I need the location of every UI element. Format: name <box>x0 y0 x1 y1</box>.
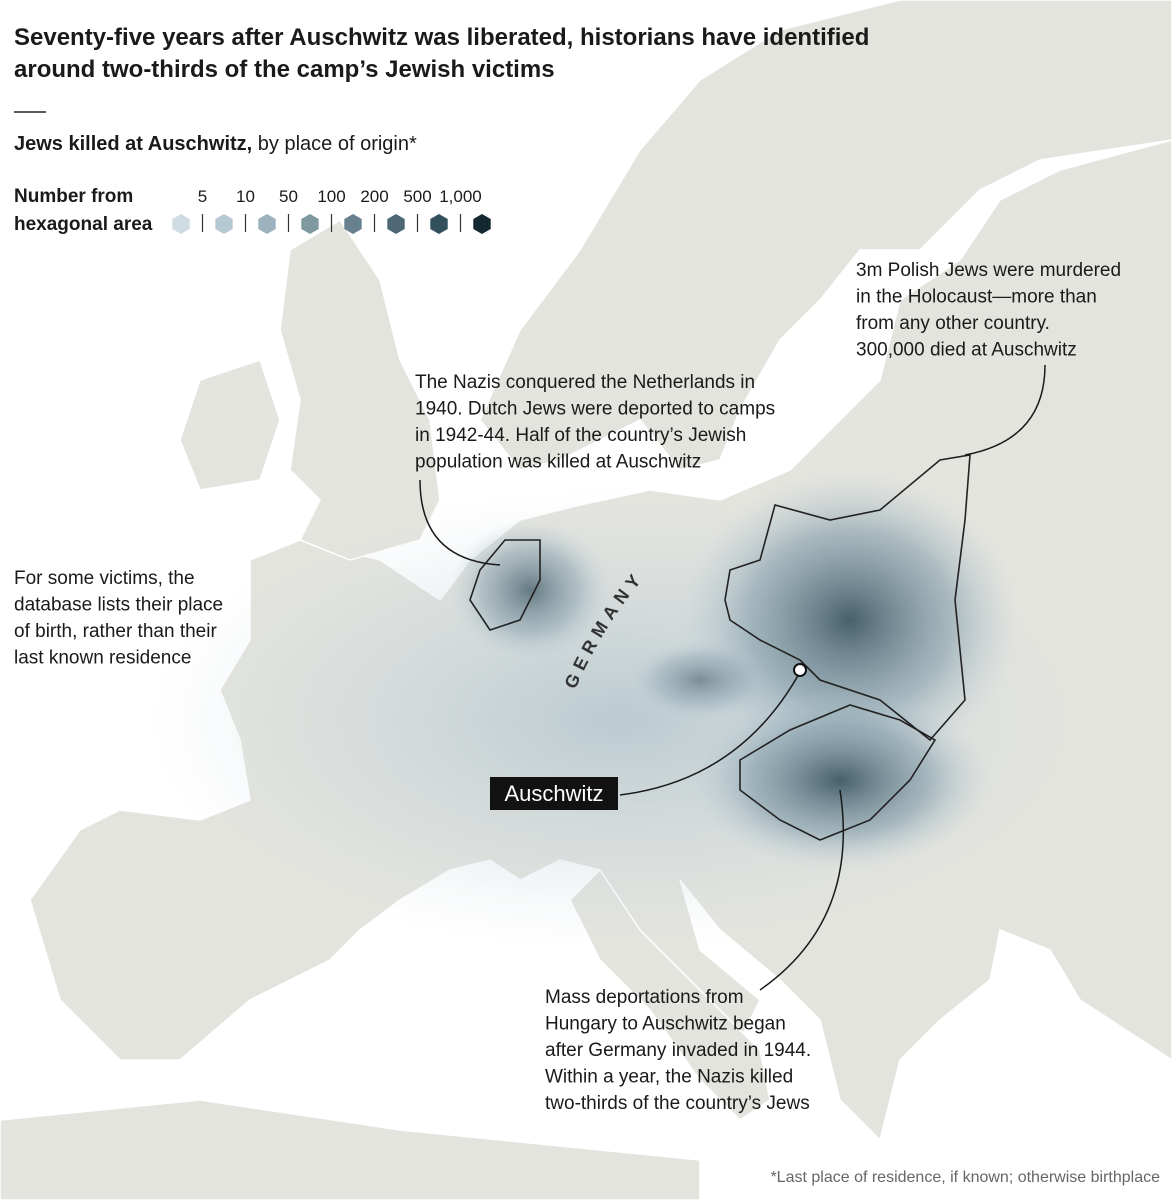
annotation-line: 3m Polish Jews were murdered <box>856 260 1121 281</box>
legend-label: 10 <box>236 187 255 206</box>
title-line: around two-thirds of the camp’s Jewish v… <box>14 56 555 83</box>
legend-label: 5 <box>198 187 207 206</box>
netherlands-border <box>469 539 541 631</box>
annotation-line: Mass deportations from <box>545 987 744 1008</box>
density <box>150 470 1090 950</box>
annotation-line: Hungary to Auschwitz began <box>545 1014 786 1035</box>
annotation-line: population was killed at Auschwitz <box>415 452 701 473</box>
camp-label: Auschwitz <box>504 781 603 806</box>
annotation-line: The Nazis conquered the Netherlands in <box>415 372 755 393</box>
legend-swatch <box>344 214 362 234</box>
annotation-line: 1940. Dutch Jews were deported to camps <box>415 399 775 420</box>
annotation-line: two-thirds of the country’s Jews <box>545 1093 810 1114</box>
legend-label: 1,000 <box>439 187 482 206</box>
legend-swatch <box>172 214 190 234</box>
annotation-line: Within a year, the Nazis killed <box>545 1067 793 1088</box>
legend-swatch <box>387 214 405 234</box>
annotation-line: For some victims, the <box>14 568 195 589</box>
camp-marker <box>793 663 807 677</box>
footnote: *Last place of residence, if known; othe… <box>770 1169 1160 1186</box>
legend: Number from hexagonal area 5 10 50 100 200 500 1… <box>14 186 491 235</box>
leader-line <box>759 789 845 991</box>
leader-line <box>619 671 801 796</box>
annotation-line: of birth, rather than their <box>14 621 217 642</box>
borders <box>469 454 971 841</box>
legend-swatch <box>473 214 491 234</box>
legend-label: 500 <box>403 187 431 206</box>
hungary-border <box>739 704 937 841</box>
annotations: 3m Polish Jews were murdered in the Holoc… <box>14 260 1121 1114</box>
legend-title: hexagonal area <box>14 214 153 235</box>
subtitle-bold: Jews killed at Auschwitz, <box>14 133 252 155</box>
density-area <box>680 470 1020 770</box>
density-area <box>690 690 990 870</box>
subtitle-rest: by place of origin* <box>252 133 417 155</box>
annotation-line: database lists their place <box>14 595 223 616</box>
ireland <box>179 359 281 491</box>
poland-border <box>724 454 971 742</box>
annotation-line: from any other country. <box>856 313 1050 334</box>
camp-label-box <box>490 777 618 810</box>
annotation-line: last known residence <box>14 648 191 669</box>
title-line: Seventy-five years after Auschwitz was l… <box>14 24 869 51</box>
scandinavia <box>479 0 1172 471</box>
africa <box>0 1099 701 1200</box>
leader-line <box>964 364 1046 456</box>
annotation-line: 300,000 died at Auschwitz <box>856 340 1077 361</box>
legend-label: 200 <box>360 187 388 206</box>
iceland-north <box>0 0 620 60</box>
legend-label: 100 <box>317 187 345 206</box>
subtitle: Jews killed at Auschwitz, by place of or… <box>14 133 417 155</box>
density-area <box>630 640 770 720</box>
legend-swatch <box>430 214 448 234</box>
density-area <box>450 520 610 660</box>
legend-title: Number from <box>14 186 133 207</box>
header: Seventy-five years after Auschwitz was l… <box>14 24 869 83</box>
legend-label: 50 <box>279 187 298 206</box>
leader-line <box>419 479 501 566</box>
legend-swatch <box>301 214 319 234</box>
annotation-line: in the Holocaust—more than <box>856 287 1097 308</box>
legend-swatch <box>258 214 276 234</box>
annotation-line: after Germany invaded in 1944. <box>545 1040 811 1061</box>
legend-swatch <box>215 214 233 234</box>
annotation-line: in 1942-44. Half of the country’s Jewish <box>415 425 746 446</box>
